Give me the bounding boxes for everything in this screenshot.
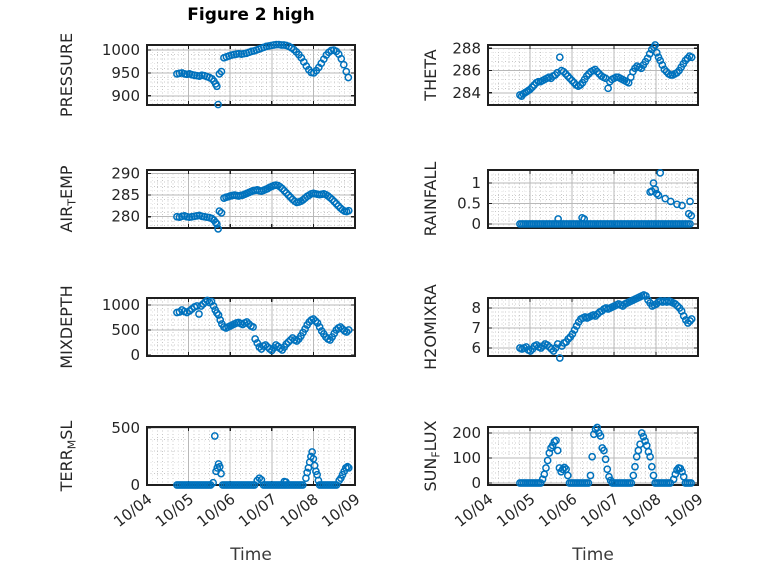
grid <box>488 298 698 356</box>
y-tick-label: 500 <box>111 321 140 339</box>
x-tick-label: 10/07 <box>235 490 280 531</box>
x-tick-label: 10/06 <box>535 490 580 531</box>
panel-rainfall: 0 0.5 1 RAINFALL <box>421 162 699 237</box>
y-tick-label: 100 <box>452 449 481 467</box>
x-tick-label: 10/09 <box>318 490 363 531</box>
y-tick-label: 290 <box>111 164 140 182</box>
y-tick-label: 7 <box>471 319 481 337</box>
y-axis-label-sunflux: SUNFLUX <box>421 420 443 491</box>
y-tick-label: 284 <box>452 84 481 102</box>
y-axis-label-rainfall: RAINFALL <box>421 162 440 237</box>
y-tick-label: 280 <box>111 208 140 226</box>
y-tick-label: 8 <box>471 299 481 317</box>
x-tick-label: 10/05 <box>152 490 197 531</box>
grid <box>488 170 698 228</box>
xlabel-left: Time <box>230 545 272 565</box>
scatter-points <box>516 169 696 228</box>
panel-theta: 284 286 288 THETA <box>421 39 699 106</box>
y-tick-label: 1000 <box>102 41 140 59</box>
panel-h2omixra: 6 7 8 H2OMIXRA <box>421 284 699 370</box>
y-axis-label-pressure: PRESSURE <box>57 33 76 117</box>
scatter-points <box>173 296 353 355</box>
panel-pressure: 900 950 1000 PRESSURE <box>57 33 356 117</box>
y-tick-label: 900 <box>111 87 140 105</box>
axes-box <box>487 44 699 106</box>
grid <box>147 170 355 228</box>
y-tick-label: 286 <box>452 62 481 80</box>
scatter-points <box>173 181 353 233</box>
y-axis-label-theta: THETA <box>421 49 440 101</box>
y-tick-label: 0 <box>130 476 140 494</box>
figure-title: Figure 2 high <box>187 5 315 25</box>
axes-box <box>487 169 699 229</box>
scatter-points <box>516 291 696 362</box>
y-tick-label: 500 <box>111 419 140 437</box>
axes-box <box>487 297 699 357</box>
axes-box <box>146 426 356 486</box>
y-tick-label: 0.5 <box>457 194 481 212</box>
y-tick-label: 0 <box>471 215 481 233</box>
panel-mixdepth: 0 500 1000 MIXDEPTH <box>57 285 356 369</box>
grid <box>147 427 355 485</box>
y-tick-label: 0 <box>471 474 481 492</box>
y-axis-label-mixdepth: MIXDEPTH <box>57 285 76 368</box>
y-tick-label: 1000 <box>102 296 140 314</box>
y-tick-label: 288 <box>452 39 481 57</box>
scatter-points <box>173 40 353 109</box>
x-tick-label: 10/08 <box>619 490 664 531</box>
x-tick-label: 10/04 <box>110 490 155 531</box>
y-tick-label: 200 <box>452 424 481 442</box>
axes-box <box>146 169 356 229</box>
x-tick-label: 10/04 <box>451 490 496 531</box>
x-tick-label: 10/08 <box>277 490 322 531</box>
y-tick-label: 285 <box>111 186 140 204</box>
y-tick-label: 1 <box>471 174 481 192</box>
scatter-points <box>516 41 696 100</box>
y-axis-label-terrmsl: TERRMSL <box>57 421 79 493</box>
y-tick-label: 6 <box>471 339 481 357</box>
x-tick-label: 10/05 <box>493 490 538 531</box>
y-axis-label-airtemp: AIRTEMP <box>57 165 79 232</box>
x-tick-label: 10/07 <box>577 490 622 531</box>
axes-box <box>146 297 356 357</box>
axes-box <box>146 44 356 106</box>
x-tick-label: 10/09 <box>661 490 706 531</box>
y-tick-label: 950 <box>111 64 140 82</box>
y-axis-label-h2omixra: H2OMIXRA <box>421 284 440 370</box>
panel-airtemp: 280 285 290 AIRTEMP <box>57 164 356 233</box>
xlabel-right: Time <box>572 545 614 565</box>
scatter-points <box>516 423 695 487</box>
scatter-points <box>173 432 353 489</box>
x-tick-label: 10/06 <box>194 490 239 531</box>
y-tick-label: 0 <box>130 346 140 364</box>
